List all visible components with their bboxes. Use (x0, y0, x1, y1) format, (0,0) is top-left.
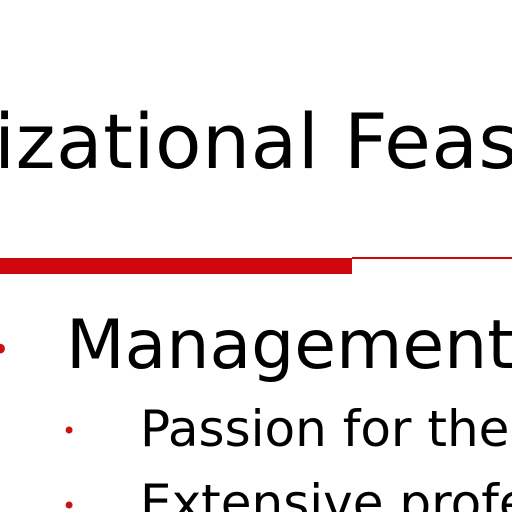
bullet-text-management: Management (66, 306, 512, 385)
sub-bullet-text-extensive: Extensive profe (140, 474, 512, 512)
bullet-marker-2: • (62, 417, 77, 445)
title-underline-thick (0, 258, 352, 274)
bullet-marker-1: • (0, 333, 10, 367)
bullet-marker-3: • (62, 492, 77, 512)
title-underline-thin (352, 257, 512, 259)
sub-bullet-text-passion: Passion for the (140, 400, 510, 458)
slide-title: izational Feas (0, 97, 512, 186)
